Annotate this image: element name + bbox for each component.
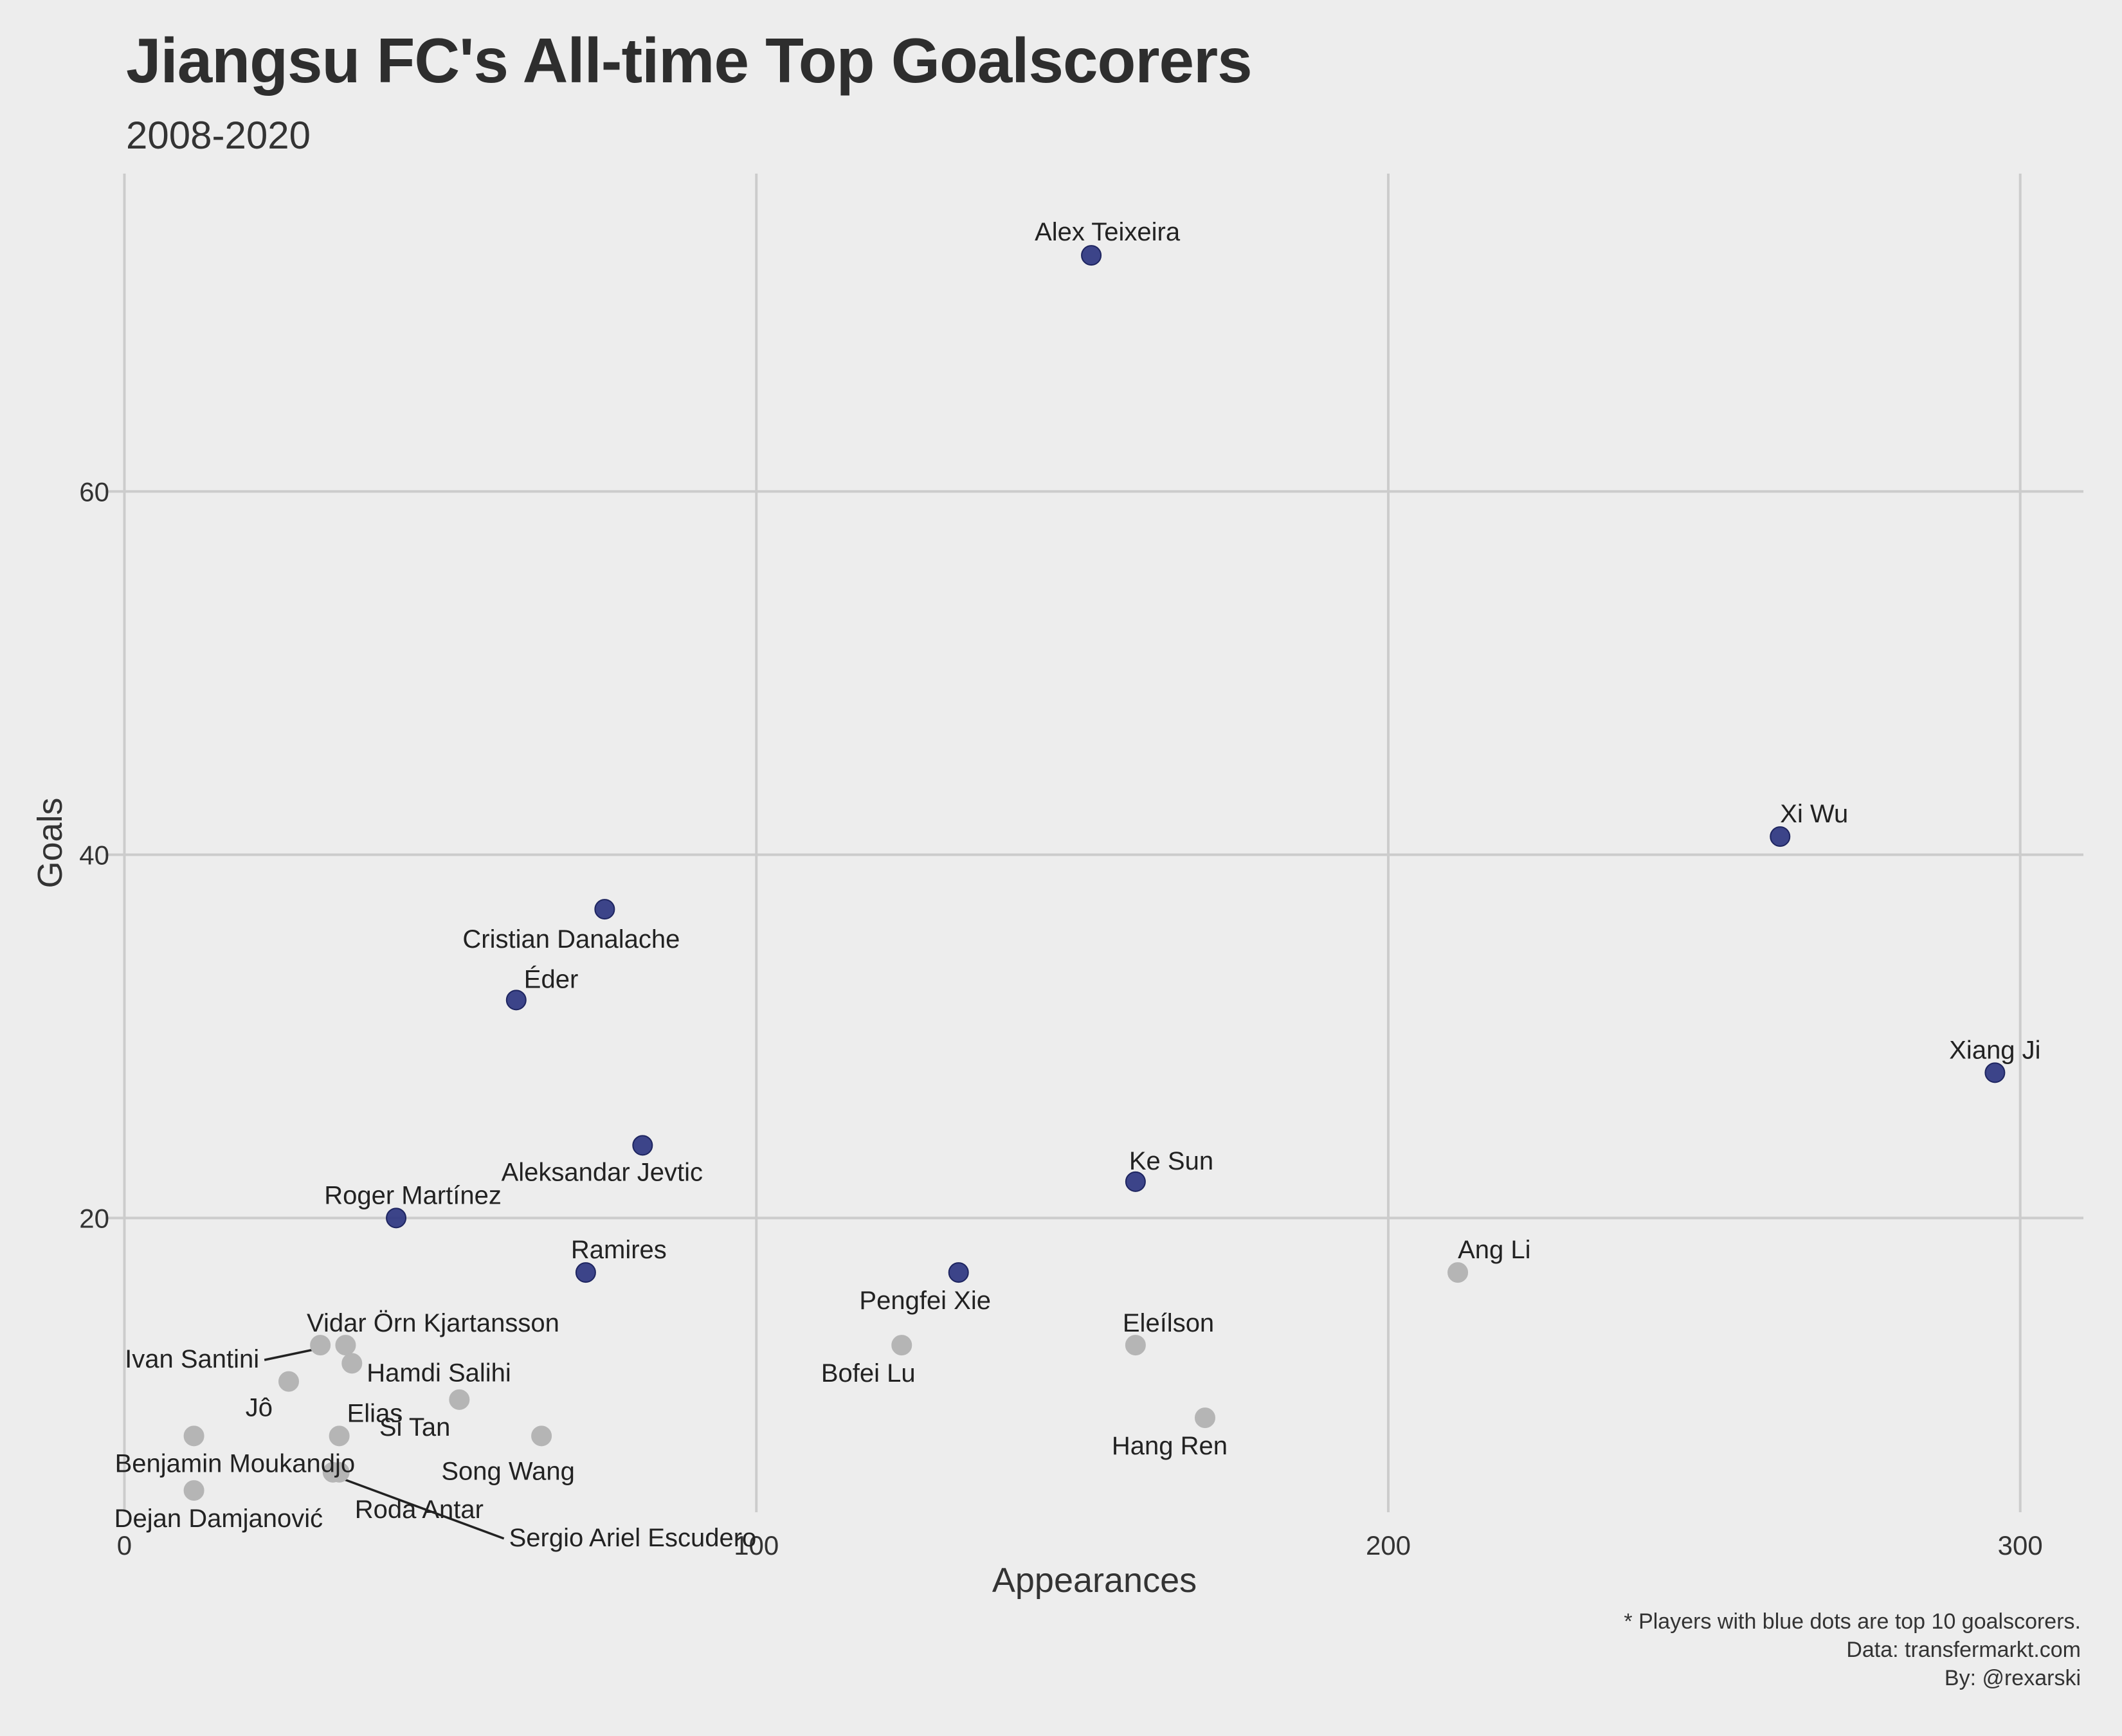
point-label: Xi Wu [1780, 800, 1848, 828]
point-other [310, 1335, 331, 1356]
caption-author: By: @rexarski [1944, 1666, 2081, 1690]
point-other [183, 1480, 204, 1501]
caption-note: * Players with blue dots are top 10 goal… [1624, 1609, 2081, 1634]
point-other [1125, 1335, 1146, 1356]
point-other [278, 1371, 299, 1392]
point-top10 [1125, 1171, 1146, 1192]
leader-line [264, 1348, 317, 1361]
point-label: Xiang Ji [1949, 1036, 2040, 1064]
point-other [1447, 1262, 1469, 1283]
point-top10 [1770, 826, 1791, 847]
point-top10 [575, 1262, 596, 1283]
point-label: Bofei Lu [821, 1359, 916, 1388]
point-label: Aleksandar Jevtic [502, 1158, 703, 1186]
y-axis-label: Goals [31, 797, 69, 888]
point-label: Elias [347, 1399, 403, 1427]
x-tick-label: 300 [1998, 1530, 2043, 1560]
axis-labels: Appearances Goals [31, 797, 1197, 1600]
point-label: Jô [246, 1394, 273, 1422]
y-tick-label: 60 [79, 476, 109, 507]
point-other [329, 1461, 350, 1483]
point-label: Song Wang [441, 1457, 575, 1485]
point-top10 [505, 990, 527, 1011]
point-other [1194, 1407, 1215, 1429]
point-label: Alex Teixeira [1035, 218, 1181, 246]
point-label: Pengfei Xie [859, 1287, 991, 1315]
point-label: Vidar Örn Kjartansson [307, 1309, 559, 1337]
point-top10 [948, 1262, 969, 1283]
caption-source: Data: transfermarkt.com [1846, 1638, 2081, 1662]
y-tick-label: 20 [79, 1203, 109, 1233]
point-label: Si Tan [379, 1413, 450, 1442]
point-label: Ramires [571, 1236, 667, 1264]
point-top10 [1081, 245, 1102, 266]
chart-caption: * Players with blue dots are top 10 goal… [1624, 1607, 2081, 1692]
point-other [341, 1353, 363, 1374]
point-top10 [386, 1207, 407, 1229]
point-other [335, 1335, 356, 1356]
label-leader-lines [264, 1348, 505, 1540]
x-tick-label: 0 [117, 1530, 132, 1560]
y-tick-label: 40 [79, 840, 109, 870]
point-top10 [632, 1135, 653, 1156]
point-label: Ivan Santini [125, 1345, 259, 1373]
point-top10 [594, 899, 615, 920]
chart-title: Jiangsu FC's All-time Top Goalscorers [126, 25, 1253, 96]
point-other [329, 1425, 350, 1447]
point-label: Benjamin Moukandjo [115, 1449, 356, 1478]
point-label: Eleílson [1123, 1309, 1214, 1337]
x-tick-label: 200 [1366, 1530, 1411, 1560]
point-label: Sergio Ariel Escudero [509, 1524, 757, 1552]
point-label: Hamdi Salihi [367, 1359, 511, 1387]
point-other [531, 1425, 552, 1447]
leader-line [335, 1475, 505, 1540]
point-label: Roger Martínez [324, 1181, 502, 1209]
point-label: Cristian Danalache [462, 925, 680, 954]
point-other [183, 1425, 204, 1447]
point-label: Ke Sun [1129, 1147, 1213, 1175]
point-label: Hang Ren [1112, 1432, 1228, 1460]
point-label: Éder [524, 964, 579, 993]
x-axis-label: Appearances [992, 1561, 1197, 1600]
chart-subtitle: 2008-2020 [126, 114, 311, 157]
grid-lines [105, 174, 2083, 1512]
point-other [449, 1389, 470, 1410]
point-labels: Alex Teixeira Xi Wu Cristian Danalache Éder… [114, 218, 2041, 1552]
point-top10 [1984, 1062, 2006, 1083]
point-label: Ang Li [1458, 1236, 1530, 1264]
point-other [891, 1335, 912, 1356]
point-label: Dejan Damjanović [114, 1505, 323, 1533]
point-label: Roda Antar [355, 1496, 484, 1524]
data-points [183, 245, 2006, 1501]
axis-ticks: 0 100 200 300 20 40 60 [79, 476, 2042, 1560]
x-tick-label: 100 [734, 1530, 779, 1560]
